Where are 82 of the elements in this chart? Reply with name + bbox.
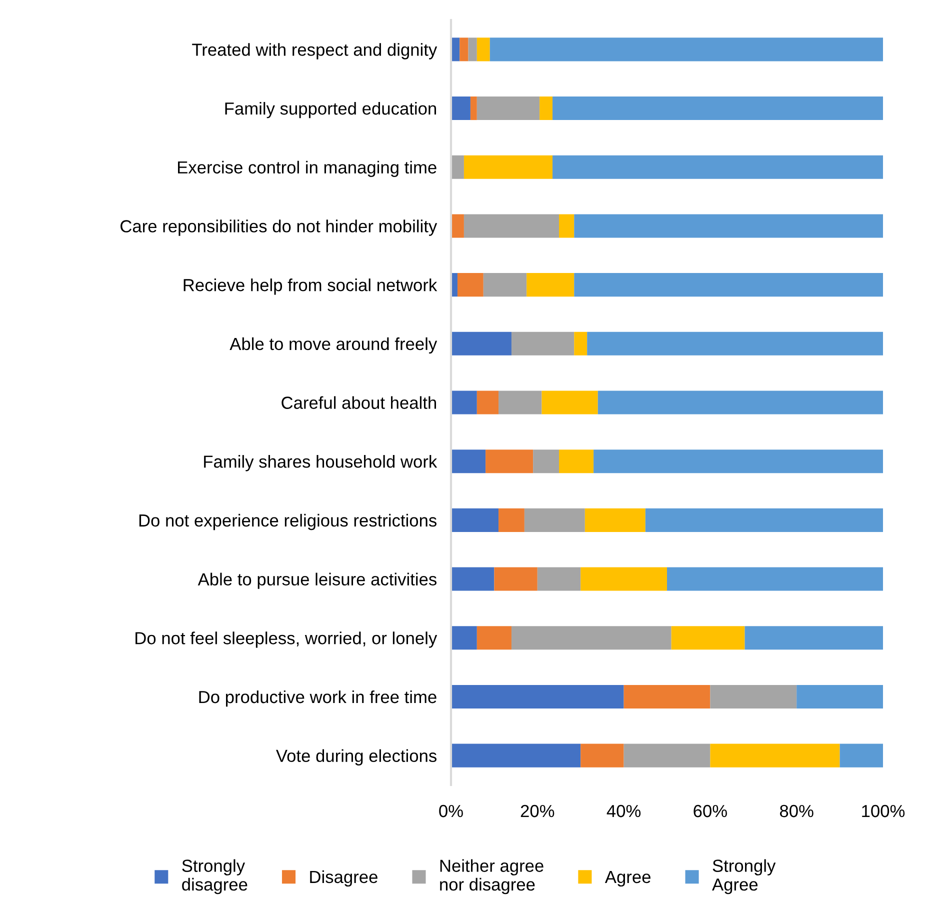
bar (451, 626, 477, 650)
bar (476, 96, 540, 120)
bar (526, 273, 574, 297)
x-tick-label: 80% (780, 804, 814, 818)
bar (470, 96, 477, 120)
bar (451, 450, 486, 474)
bar (476, 38, 490, 62)
bar (511, 332, 574, 356)
bar (552, 155, 883, 179)
y-tick-label: Careful about health (282, 396, 436, 409)
legend-label: Neither agree nor disagree (440, 859, 544, 894)
bar (498, 508, 524, 532)
y-tick-label: Do not experience religious restrictions (139, 514, 437, 530)
bar (796, 684, 883, 708)
bar (533, 450, 559, 474)
bar (537, 567, 581, 591)
bar (559, 450, 594, 474)
bar (451, 96, 470, 120)
bar (587, 332, 883, 356)
bar (451, 567, 494, 591)
y-tick-label: Family supported education (225, 102, 436, 118)
bar (451, 214, 464, 238)
bar (464, 155, 553, 179)
legend-label: Strongly disagree (182, 859, 248, 894)
bar (598, 390, 883, 414)
y-tick-label: Able to pursue leisure activities (198, 572, 436, 589)
bar (645, 508, 883, 532)
legend-label: Strongly Agree (712, 859, 776, 894)
y-tick-label: Family shares household work (204, 455, 438, 472)
y-tick-label: Do productive work in free time (199, 690, 436, 707)
bar (451, 684, 624, 708)
bar (483, 273, 527, 297)
bar (580, 567, 667, 591)
bar (574, 273, 883, 297)
y-tick-label: Care reponsibilities do not hinder mobility (120, 220, 438, 236)
legend-label: Agree (604, 871, 650, 887)
bar (451, 332, 512, 356)
bar (594, 450, 883, 474)
bar (710, 684, 797, 708)
bar (574, 214, 883, 238)
bar (584, 508, 646, 532)
bar (476, 390, 499, 414)
bar (476, 626, 512, 650)
x-tick-label: 40% (606, 804, 641, 818)
y-tick-label: Treated with respect and dignity (192, 43, 438, 60)
bar (457, 273, 484, 297)
bar (552, 96, 883, 120)
y-tick-label: Exercise control in managing time (178, 160, 436, 178)
bar (490, 38, 883, 62)
bar (511, 626, 672, 650)
x-tick-label: 0% (439, 804, 463, 818)
bar (840, 744, 883, 768)
bar (667, 567, 883, 591)
y-tick-label: Recieve help from social network (184, 278, 438, 295)
bar (624, 684, 710, 708)
bar (494, 567, 538, 591)
bar (486, 450, 534, 474)
bar (498, 390, 542, 414)
bar (451, 508, 499, 532)
legend-label: Disagree (310, 870, 378, 887)
bar (744, 626, 883, 650)
x-tick-label: 20% (520, 804, 554, 818)
y-tick-label: Able to move around freely (230, 337, 438, 354)
bar (574, 332, 588, 356)
bar (451, 155, 464, 179)
y-tick-label: Do not feel sleepless, worried, or lonely (136, 632, 438, 648)
x-tick-label: 100% (862, 804, 905, 818)
bar (542, 390, 598, 414)
bar (624, 744, 710, 768)
bar (710, 744, 840, 768)
bar (468, 38, 477, 62)
bar (559, 214, 574, 238)
y-tick-label: Vote during elections (276, 749, 436, 766)
bar (451, 390, 477, 414)
x-tick-label: 60% (694, 804, 727, 818)
bar (524, 508, 585, 532)
bar (580, 744, 624, 768)
bar (451, 744, 581, 768)
bar (464, 214, 559, 238)
bar (460, 38, 468, 62)
bar (540, 96, 553, 120)
bar (671, 626, 745, 650)
